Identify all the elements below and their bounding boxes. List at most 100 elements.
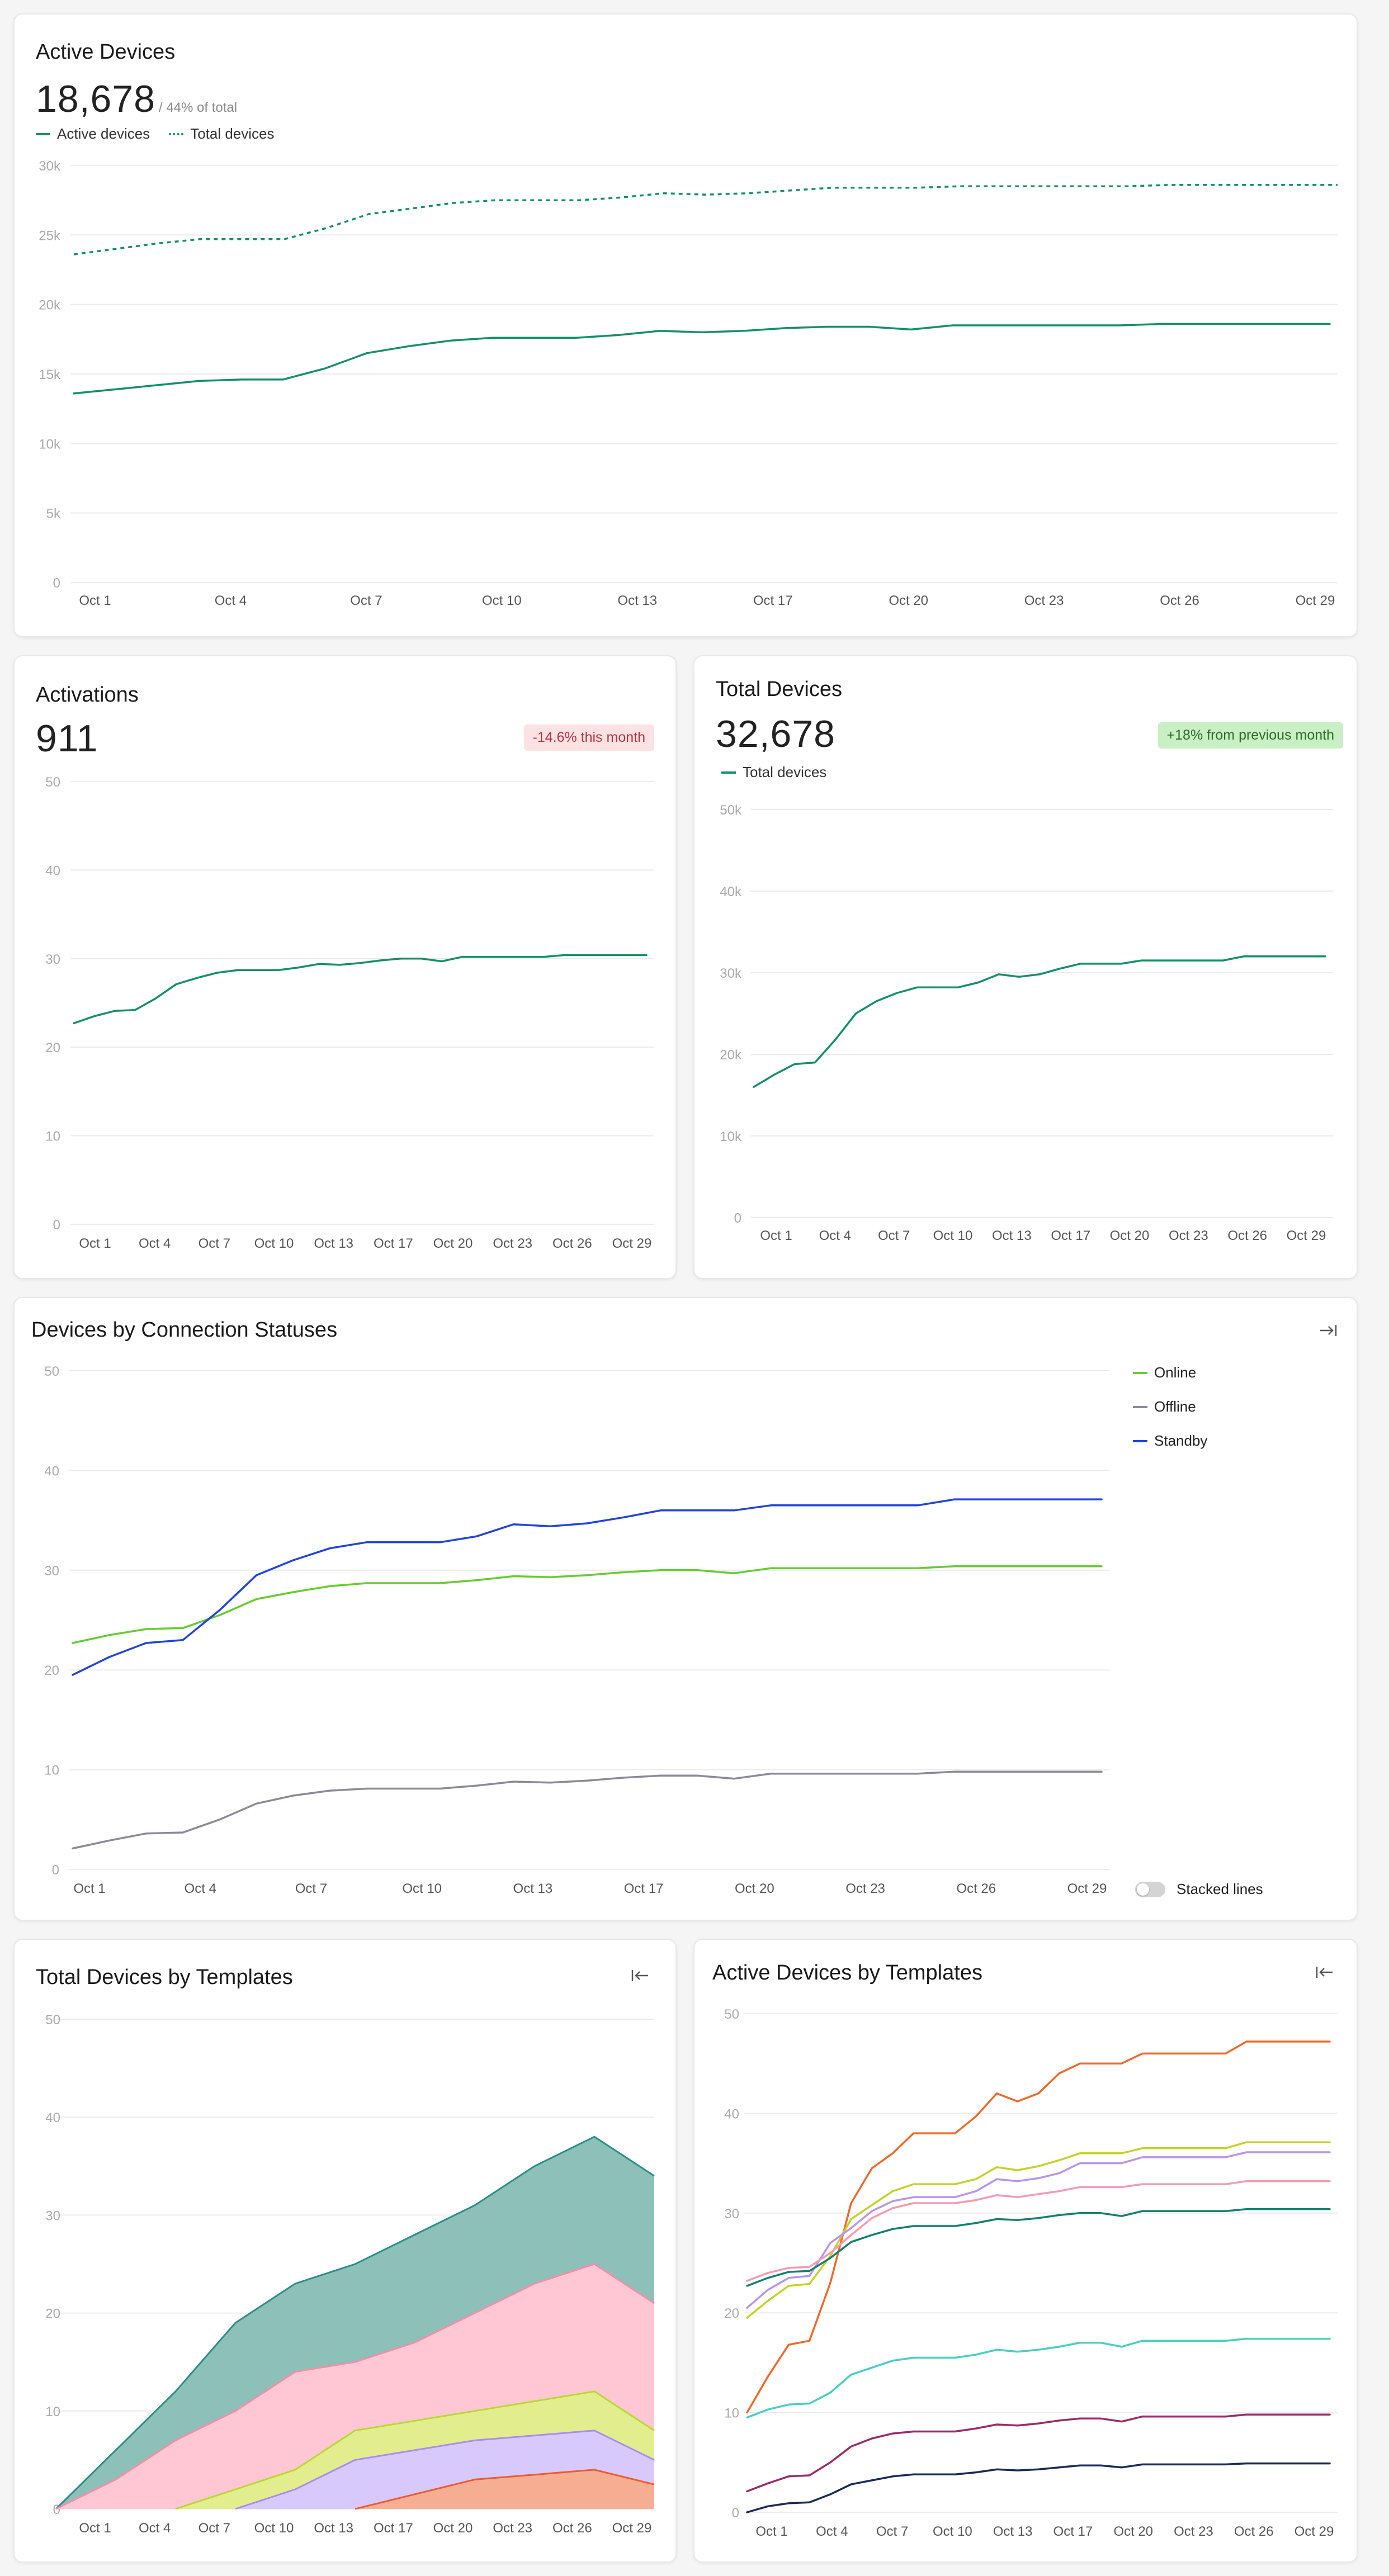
- toggle-switch[interactable]: [1135, 1881, 1165, 1897]
- x-tick-label: Oct 13: [993, 2524, 1033, 2539]
- y-tick-label: 40: [44, 1464, 59, 1479]
- legend: Active devices Total devices: [36, 125, 294, 143]
- legend-item-active[interactable]: Active devices: [36, 125, 150, 143]
- y-tick-label: 50: [45, 775, 60, 790]
- card-title: Activations: [36, 683, 139, 707]
- expand-left-icon[interactable]: [1313, 1961, 1335, 1983]
- x-tick-label: Oct 7: [350, 593, 382, 608]
- series-line-0: [746, 2040, 1331, 2414]
- collapse-right-icon[interactable]: [1317, 1319, 1340, 1342]
- legend-item-online[interactable]: Online: [1133, 1364, 1207, 1381]
- x-tick-label: Oct 17: [753, 593, 793, 608]
- area-line-4: [355, 2469, 655, 2510]
- x-tick-label: Oct 7: [295, 1881, 327, 1896]
- line-swatch-icon: [1133, 1439, 1147, 1442]
- series-line-2: [72, 1498, 1103, 1676]
- toggle-label: Stacked lines: [1177, 1881, 1263, 1897]
- y-tick-label: 50k: [720, 803, 742, 818]
- total-chart: 0 10k 20k 30k 40k 50k Oct 1 Oct 4 Oct 7 Oct 10 Oct…: [720, 803, 1333, 1243]
- y-tick-label: 40: [724, 2106, 739, 2122]
- y-tick-label: 30: [724, 2206, 739, 2222]
- x-tick-label: Oct 17: [374, 2521, 413, 2536]
- legend-item-total[interactable]: Total devices: [721, 764, 826, 781]
- x-tick-label: Oct 29: [1067, 1881, 1107, 1896]
- x-tick-label: Oct 26: [552, 2521, 592, 2536]
- card-title: Active Devices by Templates: [712, 1961, 982, 1985]
- series-line-7: [746, 2462, 1331, 2513]
- x-tick-label: Oct 20: [433, 1236, 473, 1251]
- y-tick-label: 50: [45, 2012, 60, 2028]
- legend-label: Offline: [1154, 1398, 1196, 1415]
- y-tick-label: 10: [724, 2406, 739, 2421]
- y-tick-label: 40k: [720, 884, 742, 899]
- x-tick-label: Oct 10: [402, 1881, 442, 1896]
- x-tick-label: Oct 17: [374, 1236, 413, 1251]
- x-tick-label: Oct 4: [185, 1881, 216, 1896]
- legend-label: Standby: [1154, 1432, 1208, 1449]
- series-line-0: [73, 323, 1331, 395]
- stacked-lines-toggle[interactable]: Stacked lines: [1135, 1881, 1263, 1898]
- y-tick-label: 20: [724, 2306, 739, 2321]
- x-tick-label: Oct 29: [612, 2521, 652, 2536]
- y-tick-label: 10: [44, 1763, 59, 1778]
- x-tick-label: Oct 23: [1169, 1228, 1208, 1243]
- area-line-0: [55, 2135, 655, 2510]
- x-tick-label: Oct 29: [1287, 1228, 1326, 1243]
- y-tick-label: 0: [732, 2506, 739, 2521]
- series-line-4: [746, 2208, 1331, 2287]
- legend-label: Online: [1154, 1364, 1197, 1381]
- y-tick-label: 10k: [720, 1129, 742, 1144]
- legend-label: Active devices: [57, 125, 150, 142]
- x-tick-label: Oct 4: [215, 593, 247, 608]
- templates_active-chart: 0 10 20 30 40 50 Oct 1 Oct 4 Oct 7 Oct 10 Oct 13 Oc…: [724, 2007, 1338, 2539]
- y-tick-label: 30k: [39, 159, 61, 174]
- series-line-1: [72, 1770, 1103, 1850]
- x-tick-label: Oct 10: [254, 2521, 294, 2536]
- x-tick-label: Oct 26: [552, 1236, 592, 1251]
- x-tick-label: Oct 17: [1053, 2524, 1093, 2539]
- x-tick-label: Oct 10: [254, 1236, 294, 1251]
- x-tick-label: Oct 17: [1051, 1228, 1090, 1243]
- x-tick-label: Oct 13: [617, 593, 657, 608]
- y-tick-label: 15k: [39, 367, 61, 382]
- y-tick-label: 20: [45, 1040, 60, 1055]
- legend-item-total[interactable]: Total devices: [169, 125, 275, 143]
- series-line-0: [72, 1565, 1103, 1644]
- percent-of-total-note: / 44% of total: [158, 100, 238, 115]
- status-legend: Online Offline Standby: [1133, 1364, 1207, 1466]
- y-tick-label: 40: [45, 2110, 60, 2125]
- trend-badge: -14.6% this month: [523, 724, 654, 751]
- x-tick-label: Oct 10: [933, 2524, 972, 2539]
- x-tick-label: Oct 20: [1110, 1228, 1150, 1243]
- x-tick-label: Oct 7: [878, 1228, 910, 1243]
- x-tick-label: Oct 1: [79, 2521, 111, 2536]
- card-title: Total Devices by Templates: [36, 1966, 293, 1989]
- x-tick-label: Oct 13: [314, 2521, 353, 2536]
- x-tick-label: Oct 13: [513, 1881, 553, 1896]
- legend: Total devices: [721, 764, 845, 781]
- x-tick-label: Oct 10: [482, 593, 522, 608]
- x-tick-label: Oct 1: [79, 1236, 111, 1251]
- y-tick-label: 20k: [39, 298, 61, 313]
- templates-active-card: Active Devices by Templates: [693, 1939, 1358, 2563]
- total-devices-value: 32,678: [716, 713, 835, 755]
- card-title: Devices by Connection Statuses: [31, 1318, 338, 1342]
- active-chart: 0 5k 10k 15k 20k 25k 30k Oct 1 Oct 4 Oct 7 Oct 10 O…: [39, 159, 1338, 608]
- legend-item-standby[interactable]: Standby: [1133, 1432, 1207, 1450]
- dotted-line-swatch-icon: [169, 132, 184, 135]
- y-tick-label: 10: [45, 2404, 60, 2419]
- expand-left-icon[interactable]: [629, 1964, 651, 1987]
- x-tick-label: Oct 7: [199, 1236, 230, 1251]
- x-tick-label: Oct 29: [1296, 593, 1335, 608]
- x-tick-label: Oct 23: [845, 1881, 885, 1896]
- y-tick-label: 30: [45, 952, 60, 967]
- y-tick-label: 20k: [720, 1048, 742, 1063]
- x-tick-label: Oct 26: [956, 1881, 996, 1896]
- card-title: Total Devices: [716, 678, 842, 701]
- active-devices-value: 18,678/ 44% of total: [36, 77, 237, 121]
- y-tick-label: 10k: [39, 437, 61, 452]
- line-swatch-icon: [1133, 1405, 1147, 1408]
- legend-item-offline[interactable]: Offline: [1133, 1398, 1207, 1415]
- x-tick-label: Oct 1: [73, 1881, 105, 1896]
